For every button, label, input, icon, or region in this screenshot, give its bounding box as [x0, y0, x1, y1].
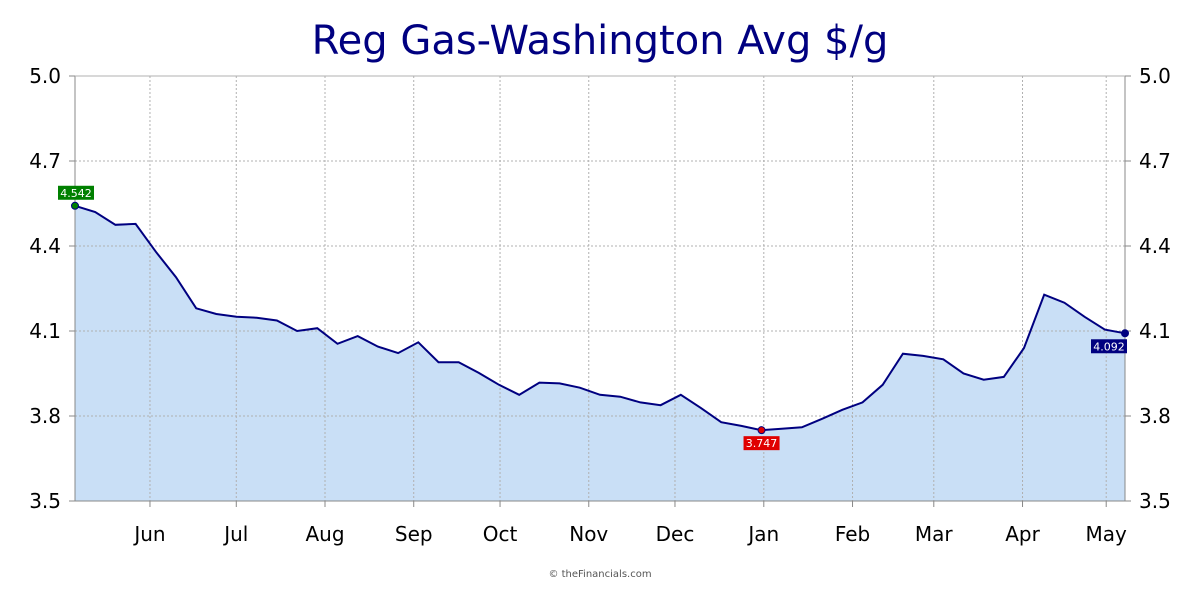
y-tick-label-left: 5.0 — [29, 64, 61, 88]
start-marker-point — [71, 201, 79, 210]
y-tick-label-left: 3.5 — [29, 489, 61, 513]
min-marker-point — [757, 426, 766, 435]
x-tick-label: Feb — [835, 522, 870, 546]
x-tick-label: Oct — [483, 522, 518, 546]
area-fill — [75, 205, 1125, 502]
y-tick-label-right: 4.7 — [1139, 149, 1171, 173]
x-tick-label: Mar — [915, 522, 954, 546]
y-tick-label-left: 4.1 — [29, 319, 61, 343]
series-line — [74, 204, 1126, 432]
x-tick-label: Jun — [132, 522, 165, 546]
min-marker-label: 3.747 — [746, 437, 778, 450]
end-marker-point — [1121, 329, 1129, 338]
chart-title: Reg Gas-Washington Avg $/g — [311, 18, 889, 64]
min-marker-label-box — [743, 436, 780, 451]
x-tick-label: Nov — [569, 522, 608, 546]
start-marker-label-box — [58, 185, 94, 200]
y-tick-label-left: 4.7 — [29, 149, 61, 173]
y-tick-label-right: 4.1 — [1139, 319, 1171, 343]
x-tick-label: Apr — [1005, 522, 1040, 546]
credit-text: © theFinancials.com — [548, 569, 652, 580]
x-tick-label: Jul — [222, 522, 248, 546]
start-marker-label: 4.542 — [60, 187, 92, 200]
y-tick-label-right: 4.4 — [1139, 234, 1171, 258]
y-tick-label-left: 3.8 — [29, 404, 61, 428]
x-tick-label: Aug — [305, 522, 344, 546]
x-tick-label: Sep — [395, 522, 433, 546]
x-tick-label: Dec — [656, 522, 695, 546]
end-marker-label-box — [1091, 339, 1127, 354]
y-tick-label-right: 3.5 — [1139, 489, 1171, 513]
y-tick-label-right: 3.8 — [1139, 404, 1171, 428]
x-tick-label: May — [1086, 522, 1128, 546]
end-marker-label: 4.092 — [1093, 340, 1125, 353]
y-tick-label-right: 5.0 — [1139, 64, 1171, 88]
y-tick-label-left: 4.4 — [29, 234, 61, 258]
x-tick-label: Jan — [746, 522, 779, 546]
